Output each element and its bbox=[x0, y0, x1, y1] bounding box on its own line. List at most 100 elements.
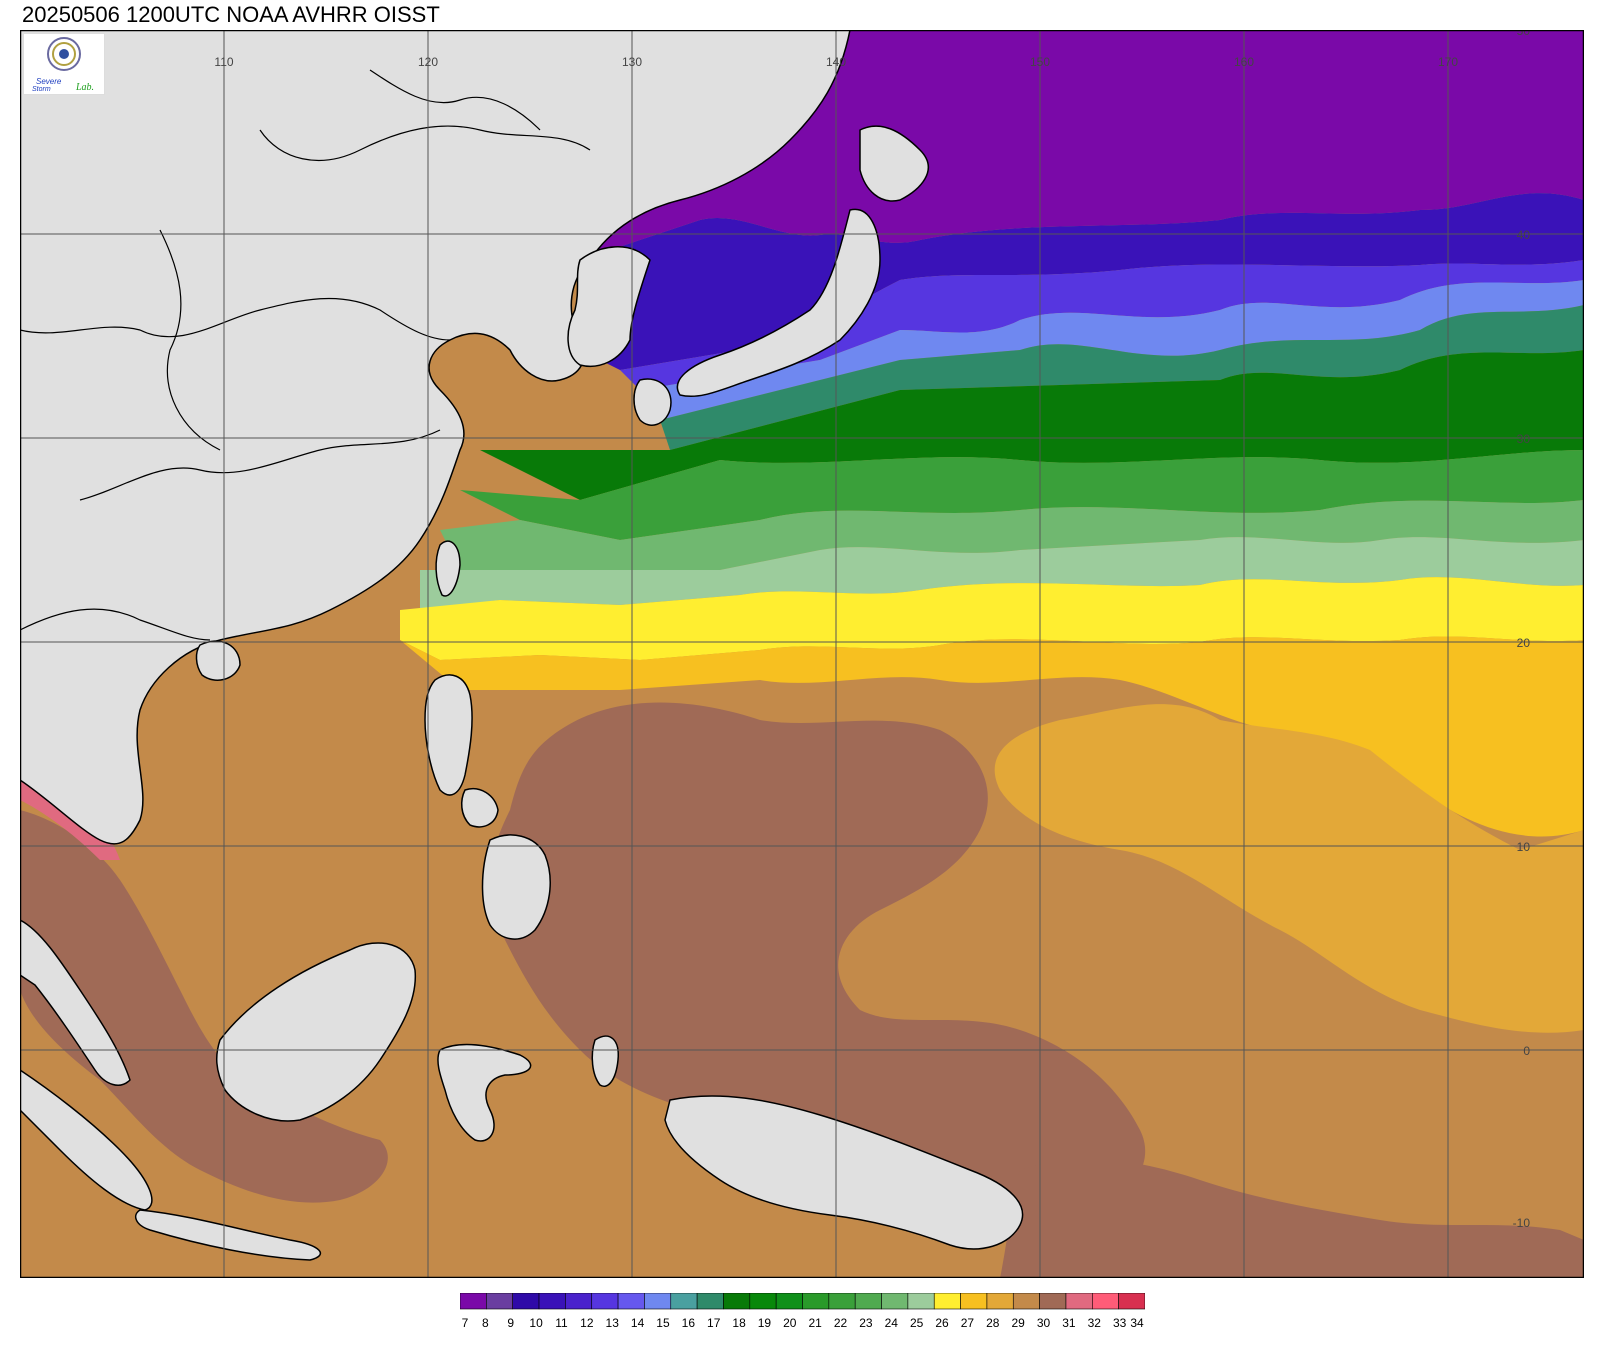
lon-label-170: 170 bbox=[1438, 55, 1458, 69]
map-frame bbox=[20, 30, 1584, 1278]
land-asia-mainland bbox=[20, 30, 851, 845]
land-sulawesi bbox=[437, 1043, 532, 1142]
colorbar-label: 25 bbox=[910, 1316, 924, 1330]
colorbar-swatch bbox=[907, 1293, 935, 1310]
colorbar-label: 11 bbox=[555, 1316, 568, 1330]
colorbar-swatch bbox=[775, 1293, 803, 1310]
land-philippines-visayas bbox=[460, 788, 499, 828]
sst-band-28 bbox=[994, 704, 1584, 1033]
colorbar-label: 21 bbox=[809, 1316, 823, 1330]
lat-label-50: 50 bbox=[1517, 30, 1531, 38]
colorbar-label: 23 bbox=[859, 1316, 873, 1330]
sst-band-7 bbox=[20, 30, 1584, 260]
sst-band-12 bbox=[620, 260, 1584, 390]
lab-logo: Severe Storm Lab. bbox=[23, 33, 105, 95]
lat-label-0: 0 bbox=[1523, 1044, 1530, 1058]
land-malay-peninsula bbox=[20, 919, 131, 1086]
sst-band-14 bbox=[640, 280, 1584, 420]
colorbar-swatch bbox=[723, 1293, 751, 1310]
sst-band-25 bbox=[420, 537, 1584, 610]
lat-label-10: 10 bbox=[1517, 840, 1531, 854]
colorbar-label: 26 bbox=[935, 1316, 949, 1330]
colorbar-swatch bbox=[460, 1293, 487, 1310]
land-philippines-luzon bbox=[424, 674, 473, 796]
colorbar-swatch bbox=[986, 1293, 1014, 1310]
lon-label-110: 110 bbox=[214, 55, 233, 69]
lon-label-120: 120 bbox=[418, 55, 438, 69]
colorbar-label: 28 bbox=[986, 1316, 1000, 1330]
colorbar-label: 8 bbox=[482, 1316, 489, 1330]
land-new-guinea bbox=[664, 1095, 1024, 1250]
colorbar-label: 18 bbox=[732, 1316, 746, 1330]
colorbar-swatch bbox=[644, 1293, 672, 1310]
colorbar-label: 12 bbox=[580, 1316, 594, 1330]
land-taiwan bbox=[435, 540, 461, 597]
colorbar-label: 13 bbox=[606, 1316, 620, 1330]
colorbar-swatch bbox=[1118, 1293, 1145, 1310]
colorbar-swatch bbox=[802, 1293, 830, 1310]
colorbar-label: 15 bbox=[656, 1316, 670, 1330]
sst-band-26 bbox=[400, 577, 1584, 660]
colorbar-label: 17 bbox=[707, 1316, 721, 1330]
colorbar-swatch bbox=[486, 1293, 513, 1310]
land-java bbox=[134, 1209, 322, 1261]
sst-band-9 bbox=[580, 193, 1584, 370]
colorbar-swatch bbox=[960, 1293, 988, 1310]
colorbar-swatch bbox=[749, 1293, 777, 1310]
lab-seal-icon: Severe Storm Lab. bbox=[32, 37, 94, 93]
colorbar-swatch bbox=[565, 1293, 593, 1310]
colorbar-swatch bbox=[591, 1293, 619, 1310]
country-borders bbox=[20, 69, 591, 641]
longitude-labels: 110 120 130 140 150 160 170 bbox=[214, 55, 1458, 69]
colorbar-label: 9 bbox=[507, 1316, 514, 1330]
land-japan-honshu bbox=[676, 208, 881, 398]
lat-label-40: 40 bbox=[1517, 228, 1531, 242]
lon-label-130: 130 bbox=[622, 55, 642, 69]
colorbar-labels: 7 8 9 10 11 12 13 14 15 16 17 18 19 20 21 22 23 24 25 26 27 2… bbox=[462, 1316, 1144, 1330]
sst-band-18 bbox=[480, 350, 1584, 500]
colorbar-swatch bbox=[881, 1293, 909, 1310]
lon-label-160: 160 bbox=[1234, 55, 1254, 69]
colorbar-swatch bbox=[933, 1293, 961, 1310]
sst-band-27 bbox=[400, 636, 1584, 837]
land-halmahera bbox=[591, 1035, 619, 1087]
sst-band-24 bbox=[440, 500, 1584, 570]
colorbar-swatch bbox=[1065, 1293, 1093, 1310]
land-japan-hokkaido bbox=[859, 125, 929, 202]
colorbar-label: 30 bbox=[1037, 1316, 1051, 1330]
logo-text-severe: Severe bbox=[36, 77, 62, 86]
land-borneo bbox=[215, 942, 417, 1122]
colorbar-label: 14 bbox=[631, 1316, 645, 1330]
lat-label-20: 20 bbox=[1517, 636, 1531, 650]
colorbar-swatch bbox=[670, 1293, 698, 1310]
map-title: 20250506 1200UTC NOAA AVHRR OISST bbox=[22, 2, 440, 27]
colorbar-swatch bbox=[854, 1293, 882, 1310]
colorbar-label: 22 bbox=[834, 1316, 848, 1330]
sst-map: 110 120 130 140 150 160 170 50 40 30 20 … bbox=[20, 30, 1584, 1278]
graticule bbox=[20, 30, 1584, 1278]
lat-label-30: 30 bbox=[1517, 432, 1531, 446]
colorbar-label: 34 bbox=[1130, 1316, 1144, 1330]
colorbar-label: 32 bbox=[1088, 1316, 1102, 1330]
colorbar-swatch bbox=[538, 1293, 566, 1310]
sst-warm-pool-30 bbox=[489, 702, 1146, 1224]
land-hainan bbox=[195, 640, 241, 681]
lon-label-140: 140 bbox=[826, 55, 846, 69]
sst-band-16 bbox=[660, 305, 1584, 450]
colorbar-label: 31 bbox=[1062, 1316, 1076, 1330]
sst-warm-pool-30-west bbox=[20, 810, 388, 1203]
colorbar-swatch bbox=[696, 1293, 724, 1310]
colorbar-legend: 7 8 9 10 11 12 13 14 15 16 17 18 19 20 21 22 23 24 25 26 27 2… bbox=[460, 1293, 1145, 1330]
colorbar-label: 16 bbox=[682, 1316, 696, 1330]
land-masses bbox=[20, 30, 1024, 1261]
sst-warm-pool-30-south bbox=[1000, 1159, 1584, 1278]
colorbar-swatch bbox=[512, 1293, 540, 1310]
land-korea bbox=[567, 246, 651, 367]
logo-text-lab: Lab. bbox=[75, 82, 94, 93]
sst-band-21 bbox=[460, 450, 1584, 540]
colorbar-label: 19 bbox=[758, 1316, 772, 1330]
colorbar-swatch bbox=[828, 1293, 856, 1310]
colorbar-label: 33 bbox=[1113, 1316, 1127, 1330]
colorbar-swatch bbox=[617, 1293, 645, 1310]
colorbar-label: 24 bbox=[885, 1316, 899, 1330]
